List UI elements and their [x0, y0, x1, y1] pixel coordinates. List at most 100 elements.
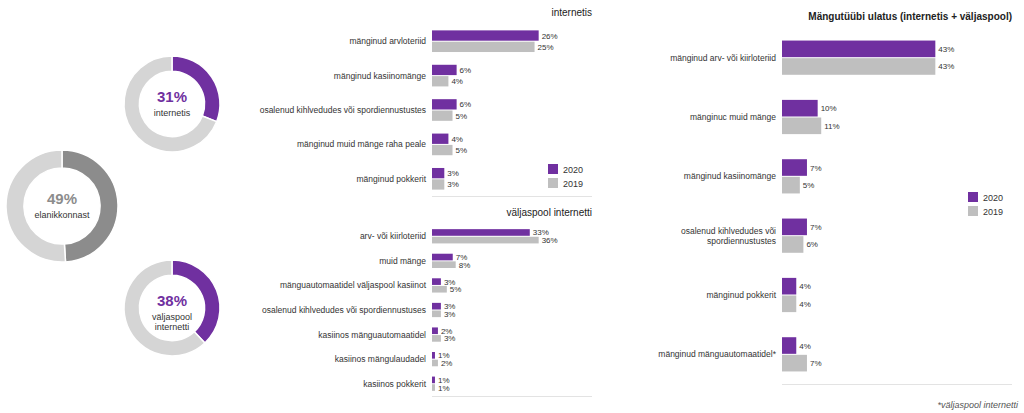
data-label: 3% — [447, 169, 459, 178]
bar — [432, 311, 441, 318]
bar — [432, 360, 438, 367]
category-label: mänginud mänguautomaatidel* — [658, 349, 776, 359]
bar — [432, 278, 441, 285]
data-label: 7% — [810, 223, 822, 232]
labels: mänginud arvloteriid26%25%mänginud kasii… — [260, 32, 558, 190]
data-label: 7% — [810, 164, 822, 173]
data-label: 4% — [799, 282, 811, 291]
axis-line — [432, 396, 592, 397]
category-label: mänginud kasiinomänge — [334, 71, 426, 81]
data-label: 1% — [438, 384, 450, 393]
category-label: kasiinos pokkerit — [363, 379, 426, 389]
data-label: 4% — [799, 300, 811, 309]
bar — [432, 303, 441, 310]
data-label: 5% — [456, 146, 468, 155]
chart-title: internetis — [551, 7, 592, 18]
bar-chart: väljaspool internetti arv- või kiirloteri… — [262, 207, 592, 397]
bar — [432, 286, 447, 293]
bar — [432, 384, 435, 391]
data-label: 2% — [441, 359, 453, 368]
data-label: 10% — [821, 104, 837, 113]
bar — [432, 111, 453, 121]
data-label: 4% — [451, 77, 463, 86]
data-label: 36% — [542, 236, 558, 245]
data-label: 4% — [451, 135, 463, 144]
category-label: mänginud kasiinomänge — [684, 171, 776, 181]
bar — [432, 237, 539, 244]
data-label: 6% — [806, 240, 818, 249]
data-label: 4% — [799, 342, 811, 351]
bar — [782, 219, 807, 236]
bar — [782, 58, 935, 75]
bar — [782, 159, 807, 176]
bar — [432, 261, 456, 268]
legend: 20202019 — [968, 192, 1003, 217]
category-label: kasiinos mängulaudadel — [335, 354, 426, 364]
labels: arv- või kiirloteriid33%36%muid mänge7%8… — [262, 228, 558, 392]
donut-value-label: 38% — [157, 292, 187, 309]
data-label: 7% — [810, 359, 822, 368]
legend-swatch — [548, 164, 558, 174]
donut-label: internetis — [154, 108, 191, 118]
category-label: arv- või kiirloteriid — [360, 231, 426, 241]
labels: mänginud arv- või kiirloteriid 43% 43% mäng… — [658, 45, 954, 368]
bar — [432, 42, 535, 52]
legend-swatch — [548, 178, 558, 188]
category-label: osalenud kihlvedudes või spordiennustust… — [260, 105, 426, 115]
category-label: mänginud pokkerit — [707, 290, 777, 300]
category-label: osalenud kihlvedudes võispordiennustuste… — [681, 226, 776, 246]
bars — [432, 30, 539, 189]
data-label: 8% — [459, 261, 471, 270]
category-label: mänginuc muid mänge — [690, 112, 776, 122]
data-label: 43% — [938, 45, 954, 54]
bar — [432, 145, 453, 155]
bar — [782, 355, 807, 372]
data-label: 3% — [444, 310, 456, 319]
donut-value-label: 31% — [157, 88, 187, 105]
axis-line — [782, 384, 1012, 385]
donut-slice — [124, 260, 205, 356]
category-label: mänginud arv- või kiirloteriid — [670, 53, 776, 63]
bar — [432, 30, 539, 40]
bar — [432, 229, 530, 236]
category-label: mänginud muid mänge raha peale — [297, 139, 426, 149]
data-label: 3% — [444, 334, 456, 343]
bar — [432, 254, 453, 261]
data-label: 5% — [450, 285, 462, 294]
data-label: 43% — [938, 62, 954, 71]
bar — [782, 296, 796, 313]
legend: 2020 2019 — [548, 164, 583, 189]
data-label: 26% — [542, 32, 558, 41]
data-label: 5% — [803, 181, 815, 190]
legend-label: 2019 — [563, 179, 583, 189]
category-label: muid mänge — [379, 256, 426, 266]
category-label: kasiinos mänguautomaatidel — [318, 330, 426, 340]
bar — [782, 337, 796, 354]
data-label: 5% — [456, 112, 468, 121]
bar — [432, 168, 444, 178]
chart-title: Mängutüübi ulatus (internetis + väljaspo… — [808, 11, 1012, 22]
data-label: 6% — [460, 100, 472, 109]
donut: 49%elanikkonnast — [6, 150, 118, 262]
category-label: mänginud arvloteriid — [349, 36, 426, 46]
bar — [432, 99, 457, 109]
bar — [782, 41, 935, 58]
bar — [432, 335, 441, 342]
bar — [432, 134, 448, 144]
bar — [432, 377, 435, 384]
chart-title: väljaspool internetti — [506, 207, 592, 218]
donut-slice — [124, 56, 217, 152]
chart-canvas: 49%elanikkonnast 31% internetis 38% väljaspo… — [0, 0, 1024, 413]
legend-label: 2020 — [563, 165, 583, 175]
bar — [782, 236, 803, 253]
axis-line — [432, 196, 592, 197]
donut-label: elanikkonnast — [34, 210, 90, 220]
bar-chart: Mängutüübi ulatus (internetis + väljaspo… — [658, 11, 1012, 385]
bar — [432, 179, 444, 189]
bar — [432, 76, 448, 86]
bar — [782, 177, 800, 194]
donut: 31% internetis — [124, 56, 220, 152]
legend-swatch — [968, 206, 978, 216]
footnote: *väljaspool internetti — [937, 400, 1019, 410]
bar — [782, 100, 818, 117]
